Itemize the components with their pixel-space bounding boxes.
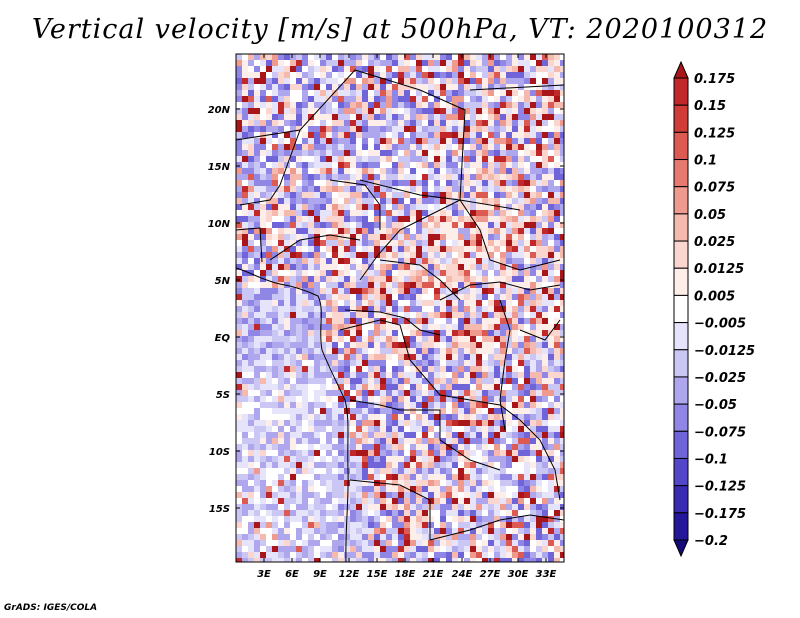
colorbar-box <box>673 349 689 378</box>
colorbar-box <box>673 376 689 405</box>
colorbar-box <box>673 430 689 459</box>
colorbar-label: −0.175 <box>694 507 746 522</box>
colorbar-box <box>673 159 689 188</box>
colorbar-label: 0.175 <box>694 72 735 87</box>
lon-label: 9E <box>313 569 327 580</box>
grads-credit: GrADS: IGES/COLA <box>4 603 98 613</box>
colorbar-label: −0.125 <box>694 480 746 495</box>
colorbar-label: 0.025 <box>694 235 735 250</box>
velocity-field <box>236 54 564 562</box>
plot-frame <box>235 53 565 563</box>
colorbar-label: 0.15 <box>694 99 726 114</box>
colorbar-label: 0.125 <box>694 126 735 141</box>
colorbar-label: −0.025 <box>694 371 746 386</box>
colorbar-box <box>673 77 689 106</box>
colorbar-box <box>673 457 689 487</box>
colorbar-box <box>673 213 689 242</box>
colorbar-label: −0.0125 <box>694 344 755 359</box>
colorbar-box <box>673 186 689 215</box>
colorbar-label: 0.05 <box>694 208 726 223</box>
colorbar-label: 0.1 <box>694 154 717 169</box>
lat-label: 10N <box>208 219 231 230</box>
colorbar-box <box>673 131 689 161</box>
lon-label: 33E <box>536 569 557 580</box>
map-plot-area <box>236 54 564 562</box>
colorbar-box <box>673 512 689 541</box>
axis-ticks <box>236 54 564 562</box>
colorbar-label: −0.1 <box>694 452 728 467</box>
lon-label: 6E <box>285 569 299 580</box>
colorbar-box <box>673 104 689 133</box>
map-title: Vertical velocity [m/s] at 500hPa, VT: 2… <box>31 14 769 45</box>
lat-label: 10S <box>209 447 230 458</box>
lon-label: 3E <box>257 569 271 580</box>
colorbar-label: −0.05 <box>694 398 737 413</box>
colorbar-box <box>673 485 689 514</box>
lon-label: 21E <box>423 569 444 580</box>
colorbar-box <box>673 403 689 432</box>
lat-label: 20N <box>208 105 231 116</box>
lat-label: 15N <box>208 162 231 173</box>
latitude-labels: 20N 15N 10N 5N EQ 5S 10S 15S <box>208 105 231 515</box>
colorbar: 0.175 0.15 0.125 0.1 0.075 0.05 0.025 0.0125 0.0… <box>673 60 755 558</box>
colorbar-label: −0.075 <box>694 425 746 440</box>
lon-label: 27E <box>480 569 501 580</box>
colorbar-top-arrow <box>673 60 689 79</box>
colorbar-label: 0.075 <box>694 181 735 196</box>
longitude-labels: 3E 6E 9E 12E 15E 18E 21E 24E 27E 30E 33E <box>257 569 556 580</box>
country-borders <box>236 69 564 562</box>
lon-label: 24E <box>452 569 473 580</box>
colorbar-box <box>673 267 689 296</box>
colorbar-label: −0.005 <box>694 317 746 332</box>
lon-label: 15E <box>367 569 388 580</box>
colorbar-label: 0.005 <box>694 289 735 304</box>
lat-label: EQ <box>215 333 231 344</box>
colorbar-box <box>673 322 689 351</box>
lat-label: 5S <box>216 390 230 401</box>
lat-label: 15S <box>209 504 230 515</box>
lon-label: 30E <box>508 569 529 580</box>
colorbar-label: 0.0125 <box>694 262 744 277</box>
lat-label: 5N <box>215 276 231 287</box>
colorbar-bottom-arrow <box>673 539 689 558</box>
colorbar-box <box>673 294 689 324</box>
lon-label: 18E <box>395 569 416 580</box>
lon-label: 12E <box>339 569 360 580</box>
colorbar-box <box>673 240 689 269</box>
colorbar-label: −0.2 <box>694 534 728 549</box>
